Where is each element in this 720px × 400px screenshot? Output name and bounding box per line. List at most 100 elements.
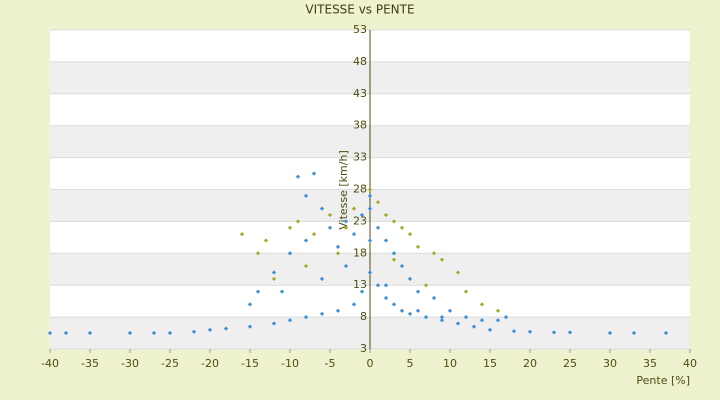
scatter-point bbox=[439, 318, 445, 323]
x-tick-label: 25 bbox=[563, 357, 577, 370]
scatter-point bbox=[399, 225, 405, 230]
scatter-point bbox=[247, 324, 253, 329]
scatter-point bbox=[407, 276, 413, 281]
scatter-point bbox=[311, 171, 317, 176]
scatter-point bbox=[167, 330, 173, 336]
scatter-point bbox=[375, 283, 381, 288]
scatter-point bbox=[407, 311, 413, 317]
x-tick-label: 0 bbox=[367, 357, 374, 370]
scatter-point bbox=[495, 308, 501, 313]
scatter-point bbox=[375, 225, 381, 230]
scatter-point bbox=[287, 251, 293, 256]
y-tick-label: 3 bbox=[360, 342, 367, 355]
scatter-point bbox=[447, 308, 453, 313]
x-tick-label: 35 bbox=[643, 357, 657, 370]
scatter-point bbox=[367, 206, 373, 211]
scatter-point bbox=[335, 251, 341, 256]
scatter-point bbox=[351, 232, 357, 237]
scatter-point bbox=[607, 330, 613, 336]
scatter-point bbox=[431, 251, 437, 256]
scatter-point bbox=[455, 321, 461, 326]
scatter-point bbox=[391, 302, 397, 307]
scatter-point bbox=[407, 232, 413, 237]
scatter-point bbox=[279, 289, 285, 294]
x-tick-label: -20 bbox=[201, 357, 219, 370]
scatter-point bbox=[303, 193, 309, 199]
x-axis-title: Pente [%] bbox=[636, 374, 690, 387]
scatter-point bbox=[503, 314, 509, 320]
scatter-point bbox=[527, 329, 533, 334]
scatter-point bbox=[359, 289, 365, 294]
scatter-point bbox=[295, 219, 301, 224]
y-tick-label: 18 bbox=[353, 246, 367, 259]
scatter-point bbox=[335, 244, 341, 250]
scatter-point bbox=[383, 295, 389, 301]
scatter-point bbox=[351, 206, 357, 211]
scatter-point bbox=[367, 238, 373, 243]
scatter-point bbox=[399, 263, 405, 269]
scatter-point bbox=[311, 232, 317, 237]
x-tick-label: 20 bbox=[523, 357, 537, 370]
scatter-point bbox=[239, 232, 245, 237]
scatter-point bbox=[263, 238, 269, 243]
x-tick-label: -5 bbox=[325, 357, 336, 370]
x-tick-label: -30 bbox=[121, 357, 139, 370]
y-tick-label: 33 bbox=[353, 151, 367, 164]
scatter-point bbox=[399, 308, 405, 313]
scatter-point bbox=[455, 270, 461, 275]
scatter-point bbox=[327, 225, 333, 230]
scatter-point bbox=[439, 314, 445, 320]
scatter-point bbox=[383, 283, 389, 288]
scatter-point bbox=[319, 276, 325, 281]
x-tick-label: 15 bbox=[483, 357, 497, 370]
scatter-point bbox=[271, 276, 277, 281]
scatter-point bbox=[391, 219, 397, 224]
x-tick-label: 40 bbox=[683, 357, 697, 370]
scatter-point bbox=[431, 295, 437, 301]
scatter-point bbox=[359, 212, 365, 218]
x-tick-label: 5 bbox=[407, 357, 414, 370]
y-tick-label: 23 bbox=[353, 214, 367, 227]
y-tick-label: 8 bbox=[360, 310, 367, 323]
scatter-point bbox=[423, 314, 429, 320]
x-tick-label: -35 bbox=[81, 357, 99, 370]
y-axis-title: Vitesse [km/h] bbox=[337, 150, 350, 230]
scatter-point bbox=[479, 302, 485, 307]
x-tick-label: -10 bbox=[281, 357, 299, 370]
scatter-point bbox=[663, 330, 669, 336]
y-tick-label: 48 bbox=[353, 55, 367, 68]
scatter-point bbox=[287, 318, 293, 323]
scatter-point bbox=[343, 219, 349, 224]
scatter-point bbox=[327, 212, 333, 218]
scatter-point bbox=[367, 270, 373, 275]
scatter-point bbox=[287, 225, 293, 230]
scatter-point bbox=[495, 318, 501, 323]
y-tick-label: 38 bbox=[353, 119, 367, 132]
scatter-point bbox=[415, 244, 421, 250]
scatter-point bbox=[383, 238, 389, 243]
scatter-point bbox=[255, 289, 261, 294]
scatter-point bbox=[191, 329, 197, 334]
y-tick-label: 28 bbox=[353, 183, 367, 196]
x-tick-label: 30 bbox=[603, 357, 617, 370]
scatter-point bbox=[415, 289, 421, 294]
scatter-point bbox=[295, 174, 301, 179]
scatter-point bbox=[367, 193, 373, 199]
scatter-point bbox=[487, 327, 493, 332]
scatter-point bbox=[551, 330, 557, 335]
scatter-point bbox=[383, 212, 389, 218]
scatter-point bbox=[391, 251, 397, 256]
x-tick-label: -25 bbox=[161, 357, 179, 370]
scatter-point bbox=[391, 257, 397, 262]
scatter-point bbox=[471, 324, 477, 329]
scatter-point bbox=[463, 314, 469, 320]
scatter-point bbox=[127, 330, 133, 336]
scatter-point bbox=[343, 263, 349, 269]
x-tick-label: -15 bbox=[241, 357, 259, 370]
chart-title: VITESSE vs PENTE bbox=[305, 3, 414, 17]
scatter-point bbox=[319, 311, 325, 317]
y-tick-label: 13 bbox=[353, 278, 367, 291]
scatter-point bbox=[415, 308, 421, 313]
